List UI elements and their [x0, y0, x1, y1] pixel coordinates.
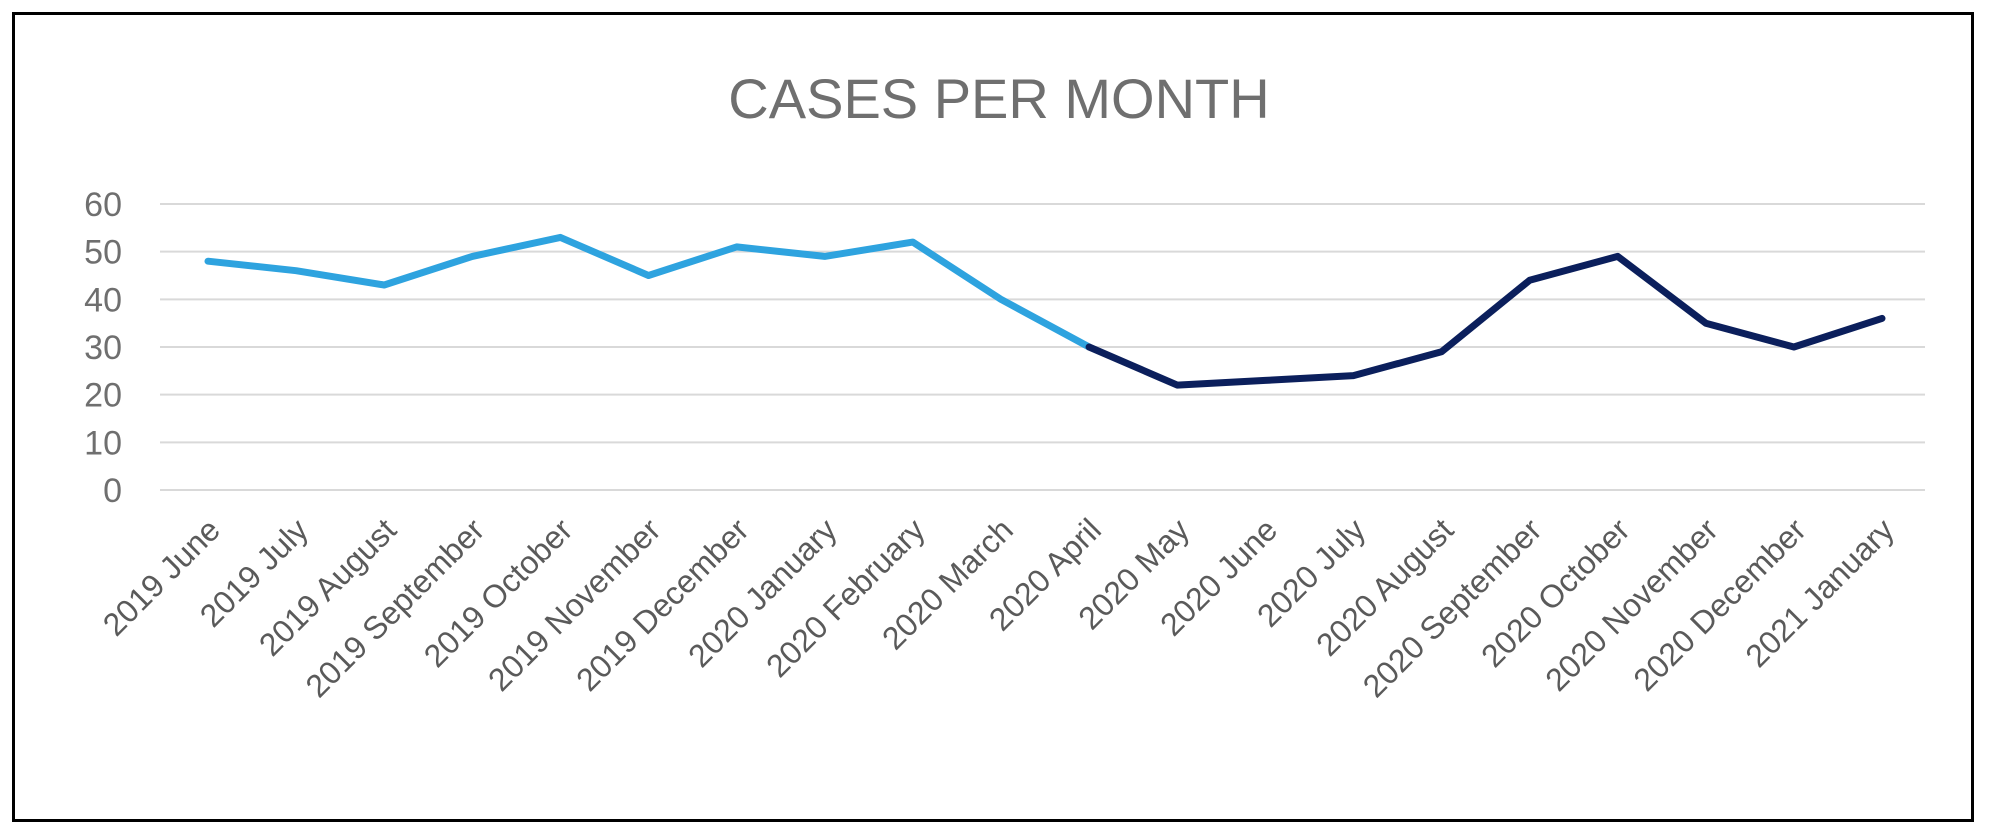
y-tick-label: 40 — [84, 281, 122, 319]
data-point — [1703, 320, 1709, 326]
data-point — [1615, 253, 1621, 259]
data-point — [822, 253, 828, 259]
y-tick-label: 50 — [84, 234, 122, 272]
gridlines — [160, 203, 1925, 491]
data-point — [734, 244, 740, 250]
series-line — [204, 233, 1886, 389]
data-point — [1086, 344, 1092, 350]
data-point — [1350, 373, 1356, 379]
data-point — [205, 258, 211, 264]
data-point — [381, 282, 387, 288]
data-point — [1527, 277, 1533, 283]
data-point — [1438, 349, 1444, 355]
series-line-segment-1 — [204, 233, 1093, 351]
series-line-segment-2 — [1085, 252, 1886, 389]
data-point — [1174, 382, 1180, 388]
data-point — [998, 296, 1004, 302]
data-point — [293, 268, 299, 274]
y-tick-label: 60 — [84, 186, 122, 224]
y-tick-label: 30 — [84, 329, 122, 367]
data-point — [1262, 377, 1268, 383]
data-point — [557, 234, 563, 240]
y-tick-label: 20 — [84, 377, 122, 415]
data-point — [910, 239, 916, 245]
data-point — [469, 253, 475, 259]
x-category-label: 2020 February — [759, 511, 932, 684]
chart-title: CASES PER MONTH — [728, 67, 1269, 130]
data-point — [646, 273, 652, 279]
y-tick-label: 0 — [103, 472, 122, 510]
y-axis-ticks: 0 10 20 30 40 50 60 — [84, 186, 122, 510]
y-tick-label: 10 — [84, 424, 122, 462]
figure-frame — [12, 12, 1974, 822]
data-point — [1791, 344, 1797, 350]
data-point — [1879, 315, 1885, 321]
